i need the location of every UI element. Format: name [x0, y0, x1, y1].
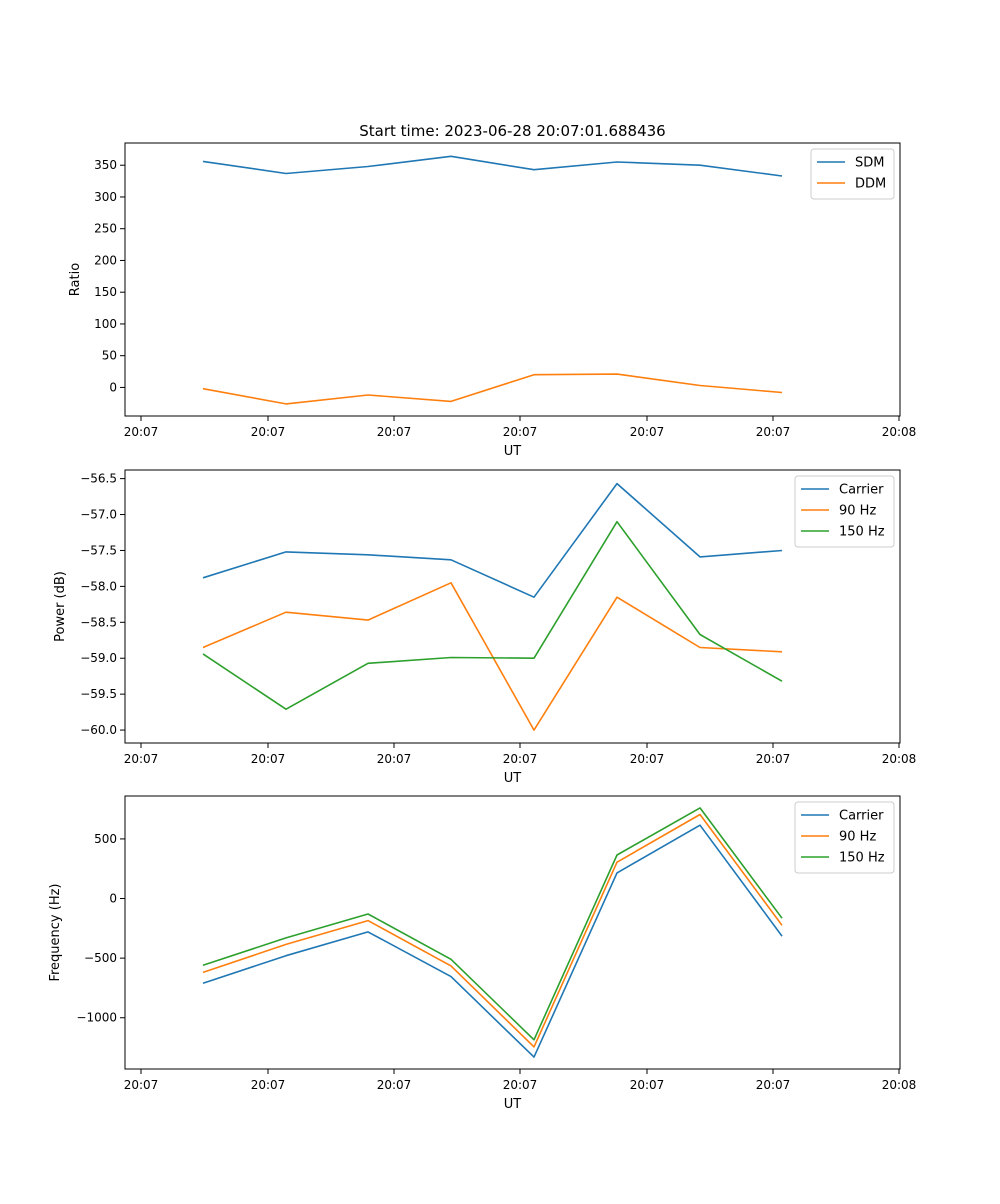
y-tick-label: 250: [94, 222, 117, 236]
x-tick-label: 20:08: [882, 425, 917, 439]
x-tick-label: 20:07: [124, 425, 159, 439]
series-line-150-hz: [203, 808, 782, 1040]
x-axis-label: UT: [504, 1097, 522, 1112]
x-tick-label: 20:07: [630, 752, 665, 766]
x-axis-label: UT: [504, 444, 522, 459]
plot-frame: [125, 143, 900, 416]
series-line-90-hz: [203, 815, 782, 1047]
x-tick-label: 20:07: [756, 752, 791, 766]
y-tick-label: 0: [109, 380, 117, 394]
y-tick-label: 50: [102, 349, 117, 363]
plot-frame: [125, 470, 900, 743]
legend-label: 150 Hz: [839, 851, 885, 866]
x-tick-label: 20:07: [124, 752, 159, 766]
series-line-90-hz: [203, 583, 782, 730]
legend-label: SDM: [855, 156, 884, 171]
series-line-carrier: [203, 825, 782, 1057]
x-axis-label: UT: [504, 771, 522, 786]
legend: Carrier 90 Hz 150 Hz: [795, 802, 894, 873]
legend: Carrier 90 Hz 150 Hz: [795, 476, 894, 547]
legend-label: 90 Hz: [839, 504, 876, 519]
legend-label: 90 Hz: [839, 830, 876, 845]
x-tick-label: 20:07: [503, 1078, 538, 1092]
frequency-panel: 20:07 20:07 20:07 20:07 20:07 20:07 20:08 −1000…: [48, 796, 916, 1112]
series-line-sdm: [203, 156, 782, 176]
y-tick-label: 0: [109, 892, 117, 906]
x-tick-label: 20:08: [882, 752, 917, 766]
y-axis-label: Frequency (Hz): [48, 883, 63, 981]
plot-frame: [125, 796, 900, 1069]
y-tick-label: −59.5: [80, 687, 117, 701]
ratio-panel: 20:07 20:07 20:07 20:07 20:07 20:07 20:08 0 50 10…: [68, 143, 916, 459]
y-axis-label: Ratio: [68, 263, 83, 296]
y-tick-label: 200: [94, 253, 117, 267]
x-tick-label: 20:07: [630, 1078, 665, 1092]
y-tick-label: −59.0: [80, 651, 117, 665]
x-tick-label: 20:07: [377, 425, 412, 439]
x-tick-label: 20:07: [503, 752, 538, 766]
x-tick-label: 20:07: [503, 425, 538, 439]
y-tick-label: −56.5: [80, 472, 117, 486]
y-tick-label: −500: [84, 951, 117, 965]
x-tick-label: 20:07: [630, 425, 665, 439]
legend: SDM DDM: [811, 149, 894, 199]
x-tick-label: 20:07: [124, 1078, 159, 1092]
y-tick-label: −60.0: [80, 723, 117, 737]
legend-label: Carrier: [839, 809, 884, 824]
y-axis-label: Power (dB): [53, 571, 68, 642]
x-tick-label: 20:07: [251, 1078, 286, 1092]
x-tick-label: 20:07: [251, 425, 286, 439]
x-tick-label: 20:07: [756, 425, 791, 439]
series-line-150-hz: [203, 522, 782, 710]
series-line-carrier: [203, 484, 782, 598]
y-tick-label: 350: [94, 158, 117, 172]
y-tick-label: −57.5: [80, 543, 117, 557]
legend-label: DDM: [855, 177, 886, 192]
y-tick-label: 300: [94, 190, 117, 204]
x-tick-label: 20:07: [377, 1078, 412, 1092]
x-tick-label: 20:07: [377, 752, 412, 766]
legend-label: 150 Hz: [839, 525, 885, 540]
y-tick-label: 150: [94, 285, 117, 299]
y-tick-label: −1000: [76, 1011, 117, 1025]
legend-label: Carrier: [839, 483, 884, 498]
y-tick-label: −58.5: [80, 615, 117, 629]
y-tick-label: −57.0: [80, 508, 117, 522]
y-tick-label: 500: [94, 832, 117, 846]
figure-title: Start time: 2023-06-28 20:07:01.688436: [359, 122, 665, 140]
y-tick-label: −58.0: [80, 579, 117, 593]
series-line-ddm: [203, 374, 782, 404]
x-tick-label: 20:07: [251, 752, 286, 766]
x-tick-label: 20:08: [882, 1078, 917, 1092]
x-tick-label: 20:07: [756, 1078, 791, 1092]
y-tick-label: 100: [94, 317, 117, 331]
power-panel: 20:07 20:07 20:07 20:07 20:07 20:07 20:08 −60.0…: [53, 470, 916, 786]
